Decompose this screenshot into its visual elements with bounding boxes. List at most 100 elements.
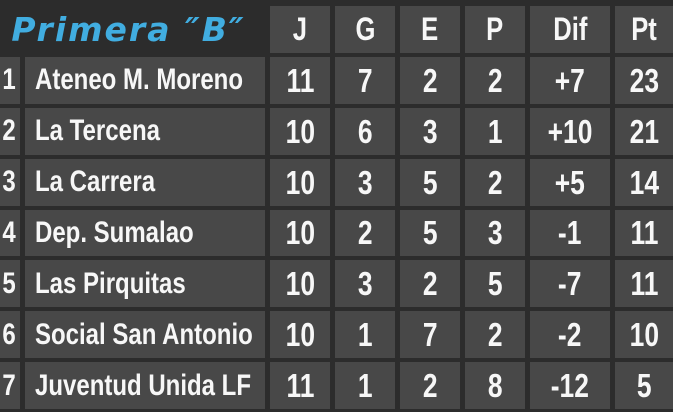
goal-diff-cell: +5 bbox=[530, 158, 610, 206]
rank-cell-text: 2 bbox=[2, 114, 16, 148]
team-name-cell-text: La Carrera bbox=[35, 165, 156, 199]
draws-cell-text: 7 bbox=[422, 316, 438, 354]
losses-cell: 1 bbox=[465, 107, 525, 155]
goal-diff-cell: +7 bbox=[530, 56, 610, 104]
losses-cell: 2 bbox=[465, 56, 525, 104]
played-cell: 11 bbox=[270, 362, 330, 409]
points-cell: 23 bbox=[615, 56, 673, 104]
rank-cell: 2 bbox=[0, 107, 20, 155]
points-cell-text: 23 bbox=[629, 61, 659, 99]
team-name-cell: Ateneo M. Moreno bbox=[25, 56, 265, 104]
wins-cell: 2 bbox=[335, 209, 395, 257]
table-row: 3 La Carrera 10 3 5 2 +5 14 bbox=[0, 158, 673, 206]
rank-cell: 3 bbox=[0, 158, 20, 206]
team-name-cell-text: Ateneo M. Moreno bbox=[35, 63, 243, 97]
draws-cell-text: 3 bbox=[422, 112, 438, 150]
losses-cell: 2 bbox=[465, 158, 525, 206]
rank-cell: 6 bbox=[0, 311, 20, 359]
draws-cell-text: 2 bbox=[422, 367, 438, 405]
points-cell: 11 bbox=[615, 260, 673, 308]
draws-cell: 3 bbox=[400, 107, 460, 155]
losses-cell: 3 bbox=[465, 209, 525, 257]
wins-cell: 1 bbox=[335, 362, 395, 409]
team-name-cell-text: Dep. Sumalao bbox=[35, 215, 194, 249]
played-cell: 10 bbox=[270, 107, 330, 155]
team-name-cell: Social San Antonio bbox=[25, 311, 265, 359]
played-cell-text: 10 bbox=[285, 214, 315, 252]
goal-diff-cell: +10 bbox=[530, 107, 610, 155]
losses-cell-text: 3 bbox=[487, 214, 503, 252]
draws-cell: 2 bbox=[400, 362, 460, 409]
points-cell-text: 5 bbox=[636, 367, 652, 405]
draws-cell-text: 5 bbox=[422, 163, 438, 201]
points-cell-text: 21 bbox=[629, 112, 659, 150]
rank-cell-text: 6 bbox=[2, 317, 16, 351]
played-cell: 10 bbox=[270, 209, 330, 257]
table-title: Primera ″B″ bbox=[0, 6, 265, 53]
points-cell-text: 11 bbox=[630, 214, 658, 252]
points-cell: 5 bbox=[615, 362, 673, 409]
losses-cell: 5 bbox=[465, 260, 525, 308]
team-name-cell: Las Pirquitas bbox=[25, 260, 265, 308]
losses-cell-text: 2 bbox=[487, 316, 503, 354]
goal-diff-cell: -7 bbox=[530, 260, 610, 308]
goal-diff-cell-text: +7 bbox=[554, 61, 586, 99]
played-cell-text: 11 bbox=[286, 367, 314, 405]
points-cell-text: 11 bbox=[630, 265, 658, 303]
team-name-cell: La Carrera bbox=[25, 158, 265, 206]
draws-cell: 5 bbox=[400, 209, 460, 257]
losses-cell-text: 8 bbox=[487, 367, 503, 405]
played-cell: 10 bbox=[270, 158, 330, 206]
column-header-draws: E bbox=[400, 6, 460, 53]
wins-cell-text: 6 bbox=[357, 112, 373, 150]
wins-cell-text: 3 bbox=[357, 163, 373, 201]
wins-cell: 3 bbox=[335, 260, 395, 308]
points-cell: 21 bbox=[615, 107, 673, 155]
column-header-goal-diff-text: Dif bbox=[552, 11, 588, 48]
played-cell: 10 bbox=[270, 260, 330, 308]
wins-cell-text: 7 bbox=[357, 61, 373, 99]
played-cell-text: 10 bbox=[285, 316, 315, 354]
wins-cell-text: 1 bbox=[357, 367, 373, 405]
wins-cell: 1 bbox=[335, 311, 395, 359]
goal-diff-cell-text: +5 bbox=[554, 163, 586, 201]
played-cell-text: 10 bbox=[285, 163, 315, 201]
rank-cell: 7 bbox=[0, 362, 20, 409]
wins-cell-text: 3 bbox=[357, 265, 373, 303]
table-title-text: Primera ″B″ bbox=[11, 9, 246, 49]
played-cell: 10 bbox=[270, 311, 330, 359]
played-cell-text: 10 bbox=[285, 265, 315, 303]
points-cell-text: 10 bbox=[629, 316, 659, 354]
losses-cell-text: 1 bbox=[487, 112, 503, 150]
team-name-cell: Dep. Sumalao bbox=[25, 209, 265, 257]
played-cell-text: 10 bbox=[285, 112, 315, 150]
team-name-cell-text: La Tercena bbox=[35, 114, 160, 148]
losses-cell: 8 bbox=[465, 362, 525, 409]
draws-cell-text: 2 bbox=[422, 61, 438, 99]
wins-cell: 7 bbox=[335, 56, 395, 104]
losses-cell-text: 2 bbox=[487, 61, 503, 99]
table-row: 2 La Tercena 10 6 3 1 +10 21 bbox=[0, 107, 673, 155]
goal-diff-cell-text: -12 bbox=[550, 367, 590, 405]
goal-diff-cell-text: -1 bbox=[558, 214, 582, 252]
team-name-cell-text: Juventud Unida LF bbox=[35, 368, 251, 402]
table-row: 4 Dep. Sumalao 10 2 5 3 -1 11 bbox=[0, 209, 673, 257]
rank-cell-text: 3 bbox=[2, 165, 16, 199]
rank-cell: 5 bbox=[0, 260, 20, 308]
points-cell: 10 bbox=[615, 311, 673, 359]
points-cell: 14 bbox=[615, 158, 673, 206]
points-cell: 11 bbox=[615, 209, 673, 257]
rank-cell-text: 4 bbox=[2, 215, 16, 249]
goal-diff-cell-text: -7 bbox=[558, 265, 582, 303]
draws-cell-text: 5 bbox=[422, 214, 438, 252]
played-cell: 11 bbox=[270, 56, 330, 104]
column-header-points: Pt bbox=[615, 6, 673, 53]
column-header-draws-text: E bbox=[421, 11, 439, 48]
rank-cell-text: 7 bbox=[2, 368, 16, 402]
goal-diff-cell: -2 bbox=[530, 311, 610, 359]
rank-cell-text: 1 bbox=[2, 63, 16, 97]
goal-diff-cell-text: -2 bbox=[558, 316, 582, 354]
column-header-wins-text: G bbox=[355, 11, 375, 48]
points-cell-text: 14 bbox=[629, 163, 659, 201]
